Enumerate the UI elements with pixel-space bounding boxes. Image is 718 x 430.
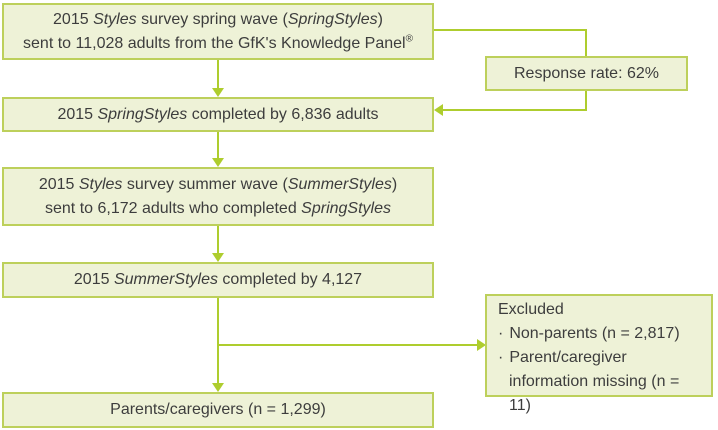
box-parents-caregivers-line1: Parents/caregivers (n = 1,299): [110, 401, 326, 418]
box-summerstyles-sent-line1: 2015 Styles survey summer wave (SummerSt…: [38, 175, 398, 193]
response-rate-label: Response rate: 62%: [514, 64, 659, 82]
arrowhead-down-icon: [212, 158, 224, 167]
connector-response-to-box2: [443, 109, 587, 111]
box-springstyles-completed-line1: 2015 SpringStyles completed by 6,836 adu…: [57, 105, 379, 123]
connector-box2-box3: [217, 132, 219, 159]
arrowhead-down-icon: [212, 88, 224, 97]
box-summerstyles-sent-line2: sent to 6,172 adults who completed Sprin…: [45, 199, 391, 217]
excluded-item: · Parent/caregiver information missing (n…: [498, 346, 701, 418]
bullet-icon: ·: [498, 325, 504, 342]
box-springstyles-sent: 2015 Styles survey spring wave (SpringSt…: [2, 3, 434, 60]
box-summerstyles-completed-line1: 2015 SummerStyles completed by 4,127: [73, 271, 363, 288]
excluded-item-text: Non-parents (n = 2,817): [509, 325, 680, 342]
excluded-title: Excluded: [498, 301, 564, 318]
box-summerstyles-sent: 2015 Styles survey summer wave (SummerSt…: [2, 167, 434, 226]
excluded-item-text: Parent/caregiver information missing (n …: [509, 349, 680, 414]
box-summerstyles-completed: 2015 SummerStyles completed by 4,127: [2, 262, 434, 298]
arrowhead-right-icon: [477, 339, 486, 351]
box-parents-caregivers: Parents/caregivers (n = 1,299): [2, 392, 434, 428]
connector-box1-to-response-top: [434, 29, 587, 31]
arrowhead-left-icon: [434, 104, 443, 116]
connector-box1-box2: [217, 60, 219, 89]
box-springstyles-completed: 2015 SpringStyles completed by 6,836 adu…: [2, 97, 434, 132]
connector-box4-box5: [217, 298, 219, 384]
connector-branch-to-excluded: [218, 344, 477, 346]
bullet-icon: ·: [498, 349, 504, 366]
arrowhead-down-icon: [212, 383, 224, 392]
connector-box3-box4: [217, 226, 219, 254]
excluded-item: · Non-parents (n = 2,817): [498, 322, 680, 346]
arrowhead-down-icon: [212, 253, 224, 262]
box-springstyles-sent-line1: 2015 Styles survey spring wave (SpringSt…: [53, 10, 383, 28]
box-excluded: Excluded · Non-parents (n = 2,817) · Paren…: [485, 294, 713, 414]
box-springstyles-sent-line2: sent to 11,028 adults from the GfK's Kno…: [23, 33, 413, 52]
box-response-rate: Response rate: 62%: [485, 56, 688, 91]
